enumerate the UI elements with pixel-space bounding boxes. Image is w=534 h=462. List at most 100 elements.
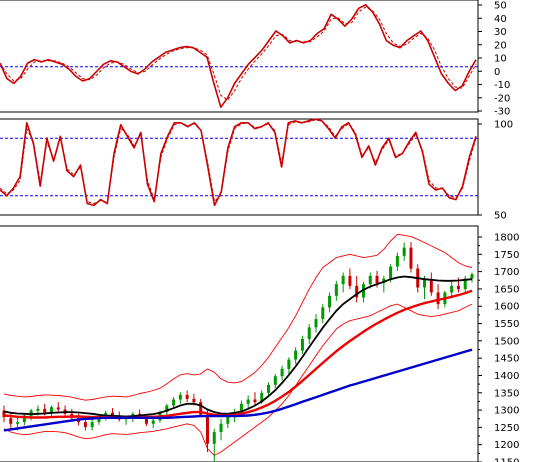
ma-short-line (3, 275, 473, 418)
candle (321, 304, 325, 324)
candle (151, 418, 155, 429)
candle-body (389, 266, 393, 279)
candle (90, 419, 94, 431)
candle-body (178, 394, 182, 400)
candle (348, 268, 352, 290)
y-tick-label: -30 (494, 107, 510, 118)
candle (328, 292, 332, 313)
y-tick-label: 100 (494, 120, 513, 131)
candle-body (219, 423, 223, 433)
candle-body (456, 285, 460, 290)
candle (144, 413, 148, 427)
candle (185, 390, 189, 403)
candle-body (2, 410, 6, 418)
y-tick-label: -20 (494, 93, 510, 104)
candle-body (348, 275, 352, 286)
candle (395, 252, 399, 271)
candle (450, 281, 454, 298)
signal-line (0, 6, 477, 101)
y-tick-label: 1800 (494, 233, 519, 244)
candle-body (43, 408, 47, 413)
candle-body (212, 432, 216, 444)
y-tick-label: 1150 (494, 458, 519, 462)
candle (341, 272, 345, 293)
candle (253, 392, 257, 406)
y-tick-label: 1600 (494, 302, 519, 313)
ma-long-line (3, 348, 473, 432)
candle-body (328, 295, 332, 308)
candle-body (436, 292, 440, 305)
y-tick-label: 1500 (494, 336, 519, 347)
y-tick-label: 1300 (494, 406, 519, 417)
candle-body (260, 392, 264, 403)
candle-body (402, 247, 406, 256)
y-tick-label: 30 (494, 27, 507, 38)
candle-body (239, 403, 243, 413)
candle (436, 284, 440, 310)
candle (334, 280, 338, 301)
candle-body (9, 418, 13, 424)
candle (56, 402, 60, 413)
y-tick-label: 20 (494, 40, 507, 51)
candle (199, 398, 203, 418)
candle (165, 403, 169, 415)
candle (70, 408, 74, 421)
y-tick-label: 1400 (494, 371, 519, 382)
candle (314, 314, 318, 333)
candle (409, 241, 413, 273)
candle (307, 324, 311, 344)
candle (355, 275, 359, 303)
candle-body (165, 405, 169, 413)
candle (178, 392, 182, 404)
y-tick-label: 50 (494, 1, 507, 12)
candle-body (307, 327, 311, 340)
candle (287, 357, 291, 374)
candle-body (185, 394, 189, 399)
y-tick-label: 1250 (494, 423, 519, 434)
panel-frame (0, 0, 479, 113)
candle (9, 412, 13, 429)
candle-body (409, 247, 413, 269)
candle-body (246, 399, 250, 404)
candle-body (470, 274, 474, 279)
candle (219, 418, 223, 441)
candle-body (463, 278, 467, 290)
y-tick-label: 10 (494, 54, 507, 65)
candle-body (341, 275, 345, 285)
top-oscillator-panel: 50 40 30 20 10 0 -10 -20 -30 (0, 0, 510, 118)
candle-body (280, 368, 284, 377)
candle-body (83, 422, 87, 428)
panel-frame (0, 225, 479, 462)
candle (63, 405, 67, 417)
y-tick-label: 0 (494, 67, 500, 78)
oscillator-line (0, 118, 477, 207)
panel-frame (0, 118, 479, 216)
candle-body (287, 359, 291, 369)
candle-body (253, 399, 257, 403)
candle (463, 275, 467, 292)
y-tick-label: -10 (494, 80, 510, 91)
candle-body (172, 399, 176, 406)
candle (49, 405, 53, 418)
oscillator-line (0, 4, 477, 108)
candle-body (16, 422, 20, 424)
candle-body (56, 407, 60, 410)
candle-body (429, 279, 433, 293)
y-tick-label: 50 (494, 211, 507, 222)
candle (205, 410, 209, 453)
candle-body (36, 408, 40, 411)
candle-body (450, 285, 454, 293)
bollinger-upper-line (3, 233, 473, 401)
candle (300, 335, 304, 354)
candle (280, 365, 284, 381)
candle (267, 382, 271, 397)
candle-body (205, 414, 209, 444)
candle (273, 373, 277, 389)
candle-body (104, 412, 108, 417)
candle-body (49, 407, 53, 413)
candle-body (300, 339, 304, 351)
bollinger-lower-line (3, 303, 473, 456)
candle (172, 397, 176, 409)
candle (83, 418, 87, 431)
middle-oscillator-panel: 100 50 (0, 118, 513, 222)
